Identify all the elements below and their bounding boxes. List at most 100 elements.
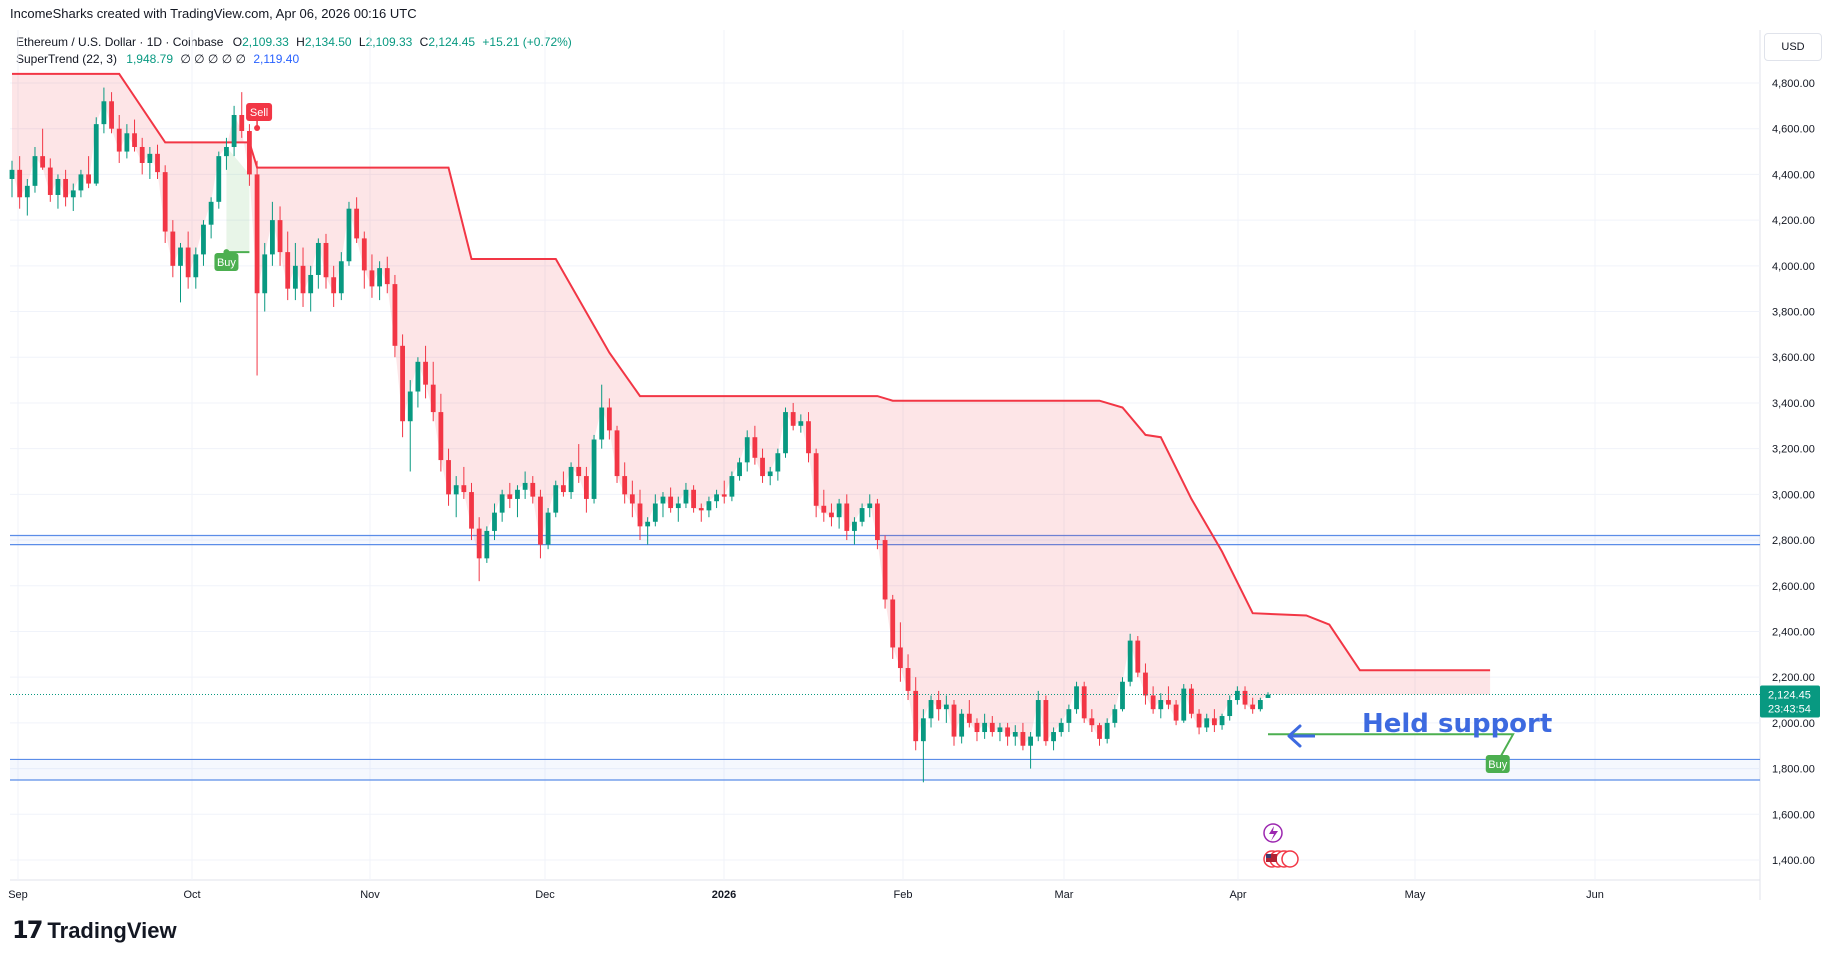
candle-body bbox=[836, 503, 842, 518]
candle-body bbox=[377, 268, 383, 287]
candle-body bbox=[361, 238, 367, 271]
candle-body bbox=[269, 220, 275, 255]
symbol-row[interactable]: Ethereum / U.S. Dollar · 1D · Coinbase O… bbox=[16, 34, 572, 51]
tradingview-logo-icon: 𝟭𝟳 bbox=[12, 917, 43, 944]
candle-body bbox=[1158, 700, 1164, 710]
price-tick-label: 3,400.00 bbox=[1772, 398, 1815, 410]
candle-body bbox=[721, 494, 727, 497]
candle-body bbox=[47, 167, 53, 195]
candle-body bbox=[1112, 709, 1118, 723]
price-tick-label: 3,600.00 bbox=[1772, 352, 1815, 364]
candle-body bbox=[55, 178, 61, 195]
indicator-row[interactable]: SuperTrend (22, 3) 1,948.79 ∅ ∅ ∅ ∅ ∅ 2,… bbox=[16, 51, 572, 68]
candle-body bbox=[1005, 727, 1011, 737]
candle-body bbox=[86, 174, 91, 184]
candle-body bbox=[1028, 736, 1033, 746]
candle-body bbox=[1135, 640, 1141, 673]
candle-body bbox=[775, 453, 781, 472]
candle-body bbox=[1058, 722, 1064, 733]
candle-body bbox=[1143, 672, 1148, 696]
candle-body bbox=[354, 208, 360, 239]
candle-body bbox=[783, 412, 788, 454]
candle-body bbox=[1257, 700, 1263, 710]
high-value: 2,134.50 bbox=[304, 35, 352, 49]
candle-body bbox=[606, 407, 612, 431]
candle-body bbox=[461, 485, 467, 493]
candle-body bbox=[178, 247, 183, 266]
buy-signal-badge bbox=[214, 253, 239, 271]
candle-body bbox=[170, 231, 176, 266]
candle-body bbox=[1074, 686, 1079, 710]
price-tick-label: 2,400.00 bbox=[1772, 626, 1815, 638]
candle-body bbox=[675, 503, 681, 509]
candle-body bbox=[63, 178, 69, 198]
candle-body bbox=[507, 494, 513, 499]
candle-body bbox=[308, 274, 314, 294]
indicator-name[interactable]: SuperTrend (22, 3) bbox=[16, 52, 117, 66]
current-price-label: 2,124.45 bbox=[1768, 689, 1811, 701]
candle-body bbox=[568, 466, 574, 493]
candle-body bbox=[315, 242, 321, 275]
time-tick-label: Nov bbox=[360, 889, 380, 901]
candle-body bbox=[714, 494, 719, 502]
candle-body bbox=[438, 412, 444, 461]
candle-body bbox=[392, 284, 398, 346]
candle-body bbox=[729, 476, 735, 497]
open-value: 2,109.33 bbox=[242, 35, 289, 49]
indicator-value-2: 2,119.40 bbox=[253, 52, 300, 66]
candle-body bbox=[637, 503, 643, 527]
candle-body bbox=[928, 700, 934, 719]
candle-body bbox=[913, 690, 919, 742]
tradingview-logo[interactable]: 𝟭𝟳 TradingView bbox=[12, 916, 177, 945]
candle-body bbox=[1250, 704, 1256, 710]
candle-body bbox=[920, 718, 926, 742]
price-tick-label: 1,400.00 bbox=[1772, 855, 1815, 867]
candle-body bbox=[40, 156, 46, 168]
candle-body bbox=[859, 508, 865, 522]
candle-body bbox=[706, 501, 712, 511]
us-flag-icon bbox=[1266, 854, 1277, 862]
price-tick-label: 4,000.00 bbox=[1772, 261, 1815, 273]
price-tick-label: 2,600.00 bbox=[1772, 581, 1815, 593]
candle-body bbox=[1104, 722, 1110, 739]
symbol-name[interactable]: Ethereum / U.S. Dollar · 1D · Coinbase bbox=[16, 35, 224, 49]
candle-body bbox=[1227, 700, 1233, 717]
chart-attribution: IncomeSharks created with TradingView.co… bbox=[10, 6, 417, 21]
candle-body bbox=[951, 704, 957, 737]
supertrend-upper-line bbox=[12, 72, 1491, 672]
candle-body bbox=[285, 252, 291, 289]
candle-body bbox=[277, 220, 283, 253]
candle-body bbox=[155, 153, 160, 173]
candle-body bbox=[698, 508, 704, 511]
candle-body bbox=[1181, 688, 1187, 721]
candle-body bbox=[905, 668, 911, 691]
candle-body bbox=[1097, 725, 1102, 739]
candle-body bbox=[614, 430, 620, 477]
candle-body bbox=[201, 224, 206, 255]
candle-body bbox=[262, 254, 268, 294]
buy-signal-badge bbox=[1485, 755, 1510, 773]
supertrend-fill bbox=[12, 73, 1491, 746]
candle-body bbox=[591, 439, 597, 499]
candle-body bbox=[453, 485, 459, 495]
price-tick-label: 1,600.00 bbox=[1772, 809, 1815, 821]
us-flag-icon bbox=[1266, 854, 1271, 858]
candle-body bbox=[629, 494, 635, 504]
time-tick-label: May bbox=[1405, 889, 1426, 901]
tradingview-brand-text: TradingView bbox=[47, 917, 177, 943]
candle-body bbox=[147, 153, 153, 163]
economic-event-icon bbox=[1281, 850, 1299, 868]
candle-body bbox=[193, 254, 199, 278]
price-tick-label: 3,200.00 bbox=[1772, 444, 1815, 456]
candle-body bbox=[897, 647, 903, 669]
candle-body bbox=[1150, 695, 1156, 710]
sell-signal-label: Sell bbox=[250, 107, 268, 119]
candle-body bbox=[78, 174, 84, 191]
price-tick-label: 4,400.00 bbox=[1772, 169, 1815, 181]
candle-body bbox=[446, 460, 451, 495]
candle-body bbox=[668, 496, 674, 509]
candle-body bbox=[70, 190, 76, 198]
candle-body bbox=[292, 265, 298, 289]
currency-selector[interactable]: USD bbox=[1764, 33, 1822, 61]
